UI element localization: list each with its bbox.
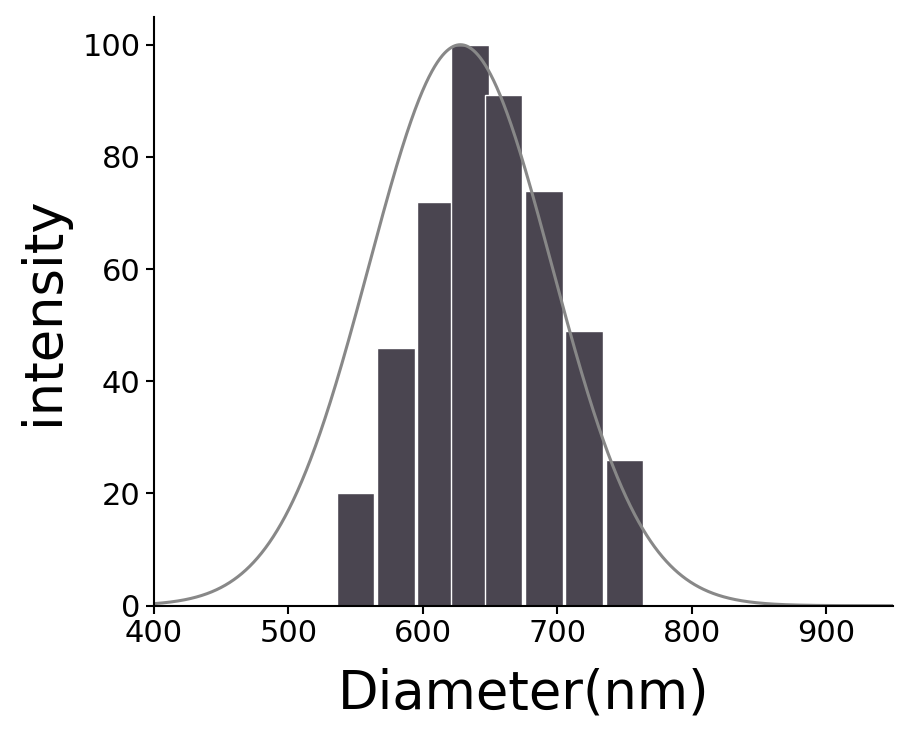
Bar	[565, 330, 603, 606]
Bar	[377, 347, 415, 606]
Y-axis label: intensity: intensity	[16, 197, 68, 425]
Bar	[337, 494, 374, 606]
X-axis label: Diameter(nm): Diameter(nm)	[338, 668, 710, 719]
Bar	[451, 45, 489, 606]
Bar	[525, 191, 562, 606]
Bar	[418, 202, 455, 606]
Bar	[606, 460, 643, 606]
Bar	[485, 95, 522, 606]
